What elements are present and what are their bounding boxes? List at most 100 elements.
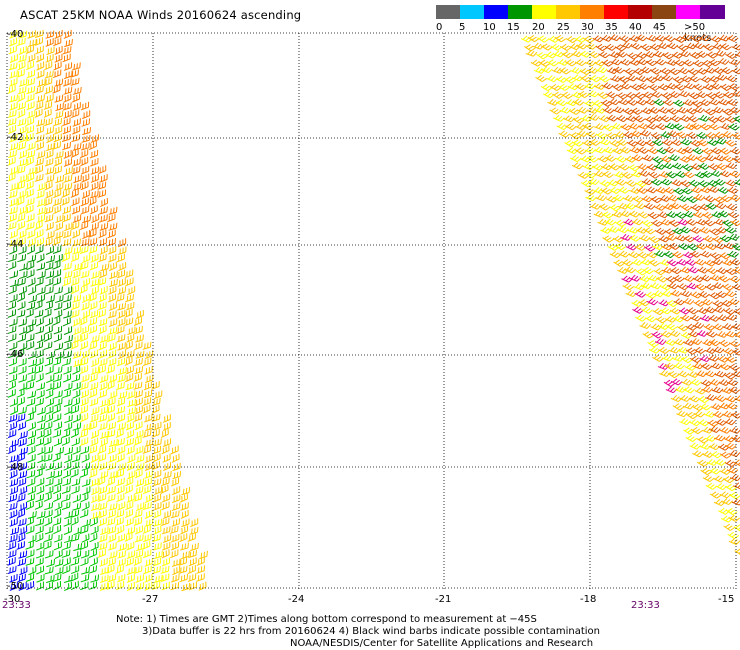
wind-barb — [55, 566, 64, 576]
wind-barb — [628, 251, 640, 259]
wind-barb — [9, 230, 18, 239]
wind-barb — [62, 389, 71, 399]
wind-barb — [7, 309, 17, 318]
wind-barb — [70, 516, 79, 526]
wind-barb — [28, 286, 37, 296]
wind-barb — [579, 155, 592, 163]
wind-barb — [18, 125, 27, 135]
wind-barb — [36, 429, 45, 439]
wind-barb — [45, 366, 54, 375]
wind-barb — [170, 534, 180, 543]
wind-barb — [580, 179, 593, 188]
wind-barb — [153, 525, 162, 535]
wind-barb — [52, 236, 61, 246]
wind-barb — [162, 541, 171, 551]
wind-barb — [17, 533, 26, 543]
wind-barb — [585, 42, 598, 50]
wind-barb — [9, 37, 18, 47]
wind-barb — [99, 206, 108, 215]
wind-barb — [553, 114, 565, 122]
wind-barb — [70, 557, 80, 566]
wind-barb — [552, 91, 564, 99]
wind-barb — [180, 493, 189, 503]
wind-barb — [172, 471, 182, 480]
wind-barb — [135, 462, 145, 471]
wind-barb — [708, 425, 721, 433]
wind-barb — [79, 332, 88, 343]
wind-barb — [17, 573, 26, 583]
wind-barb — [72, 214, 82, 223]
wind-barb — [62, 469, 71, 479]
wind-barb — [52, 141, 61, 150]
wind-barb — [54, 501, 63, 511]
wind-barb — [61, 188, 70, 198]
wind-barb — [616, 92, 628, 100]
wind-barb — [647, 211, 660, 220]
wind-barb — [584, 187, 597, 195]
wind-barb — [134, 405, 143, 415]
wind-barb — [731, 435, 740, 443]
wind-barb — [73, 526, 82, 536]
wind-barb — [17, 237, 26, 247]
wind-barb — [90, 494, 100, 504]
wind-barb — [687, 68, 700, 76]
wind-barb — [640, 66, 652, 74]
wind-barb — [72, 182, 82, 191]
wind-barb — [144, 470, 153, 479]
wind-barb — [135, 429, 144, 439]
wind-barb — [46, 294, 55, 304]
wind-barb — [37, 182, 46, 192]
wind-barb — [9, 245, 18, 255]
wind-barb — [97, 189, 107, 198]
wind-barb — [117, 422, 126, 431]
wind-barb — [125, 437, 134, 447]
wind-barb — [606, 114, 619, 122]
wind-barb — [696, 50, 708, 58]
wind-barb — [116, 413, 126, 423]
wind-barb — [642, 154, 654, 162]
wind-barb — [657, 322, 670, 330]
wind-barb — [144, 518, 154, 527]
wind-barb — [676, 194, 689, 202]
wind-barb — [25, 516, 34, 526]
wind-barb — [700, 467, 713, 476]
wind-barb — [617, 266, 629, 274]
wind-barb — [722, 108, 734, 116]
wind-barb — [657, 42, 669, 50]
wind-barb — [26, 150, 36, 159]
wind-barb — [642, 331, 655, 339]
wind-barb — [704, 347, 717, 355]
wind-barb — [187, 565, 196, 574]
wind-barb — [639, 275, 651, 283]
wind-barb — [668, 242, 680, 250]
wind-barb — [126, 462, 135, 471]
wind-barb — [697, 395, 710, 404]
legend-swatch — [652, 5, 677, 19]
wind-barb — [577, 171, 590, 179]
wind-barb — [171, 502, 181, 511]
wind-barb — [7, 429, 17, 439]
wind-barb — [710, 451, 723, 459]
wind-barb — [162, 470, 172, 479]
wind-barb — [723, 307, 736, 315]
wind-barb — [170, 477, 180, 487]
wind-barb — [98, 165, 107, 175]
legend-swatch — [436, 5, 461, 19]
wind-barb — [719, 451, 732, 459]
wind-barb — [717, 355, 730, 363]
wind-barb — [80, 493, 89, 503]
wind-barb — [25, 308, 34, 318]
wind-barb — [615, 155, 628, 163]
wind-barb — [692, 59, 705, 68]
wind-barb — [650, 282, 662, 290]
wind-barb — [180, 542, 189, 551]
wind-barb — [609, 204, 621, 212]
wind-barb — [641, 178, 654, 186]
wind-barb — [62, 317, 71, 327]
wind-barb — [605, 132, 618, 140]
legend-swatch — [700, 5, 725, 19]
wind-barb — [728, 58, 740, 66]
wind-barb — [88, 421, 98, 430]
wind-barb — [107, 397, 116, 407]
